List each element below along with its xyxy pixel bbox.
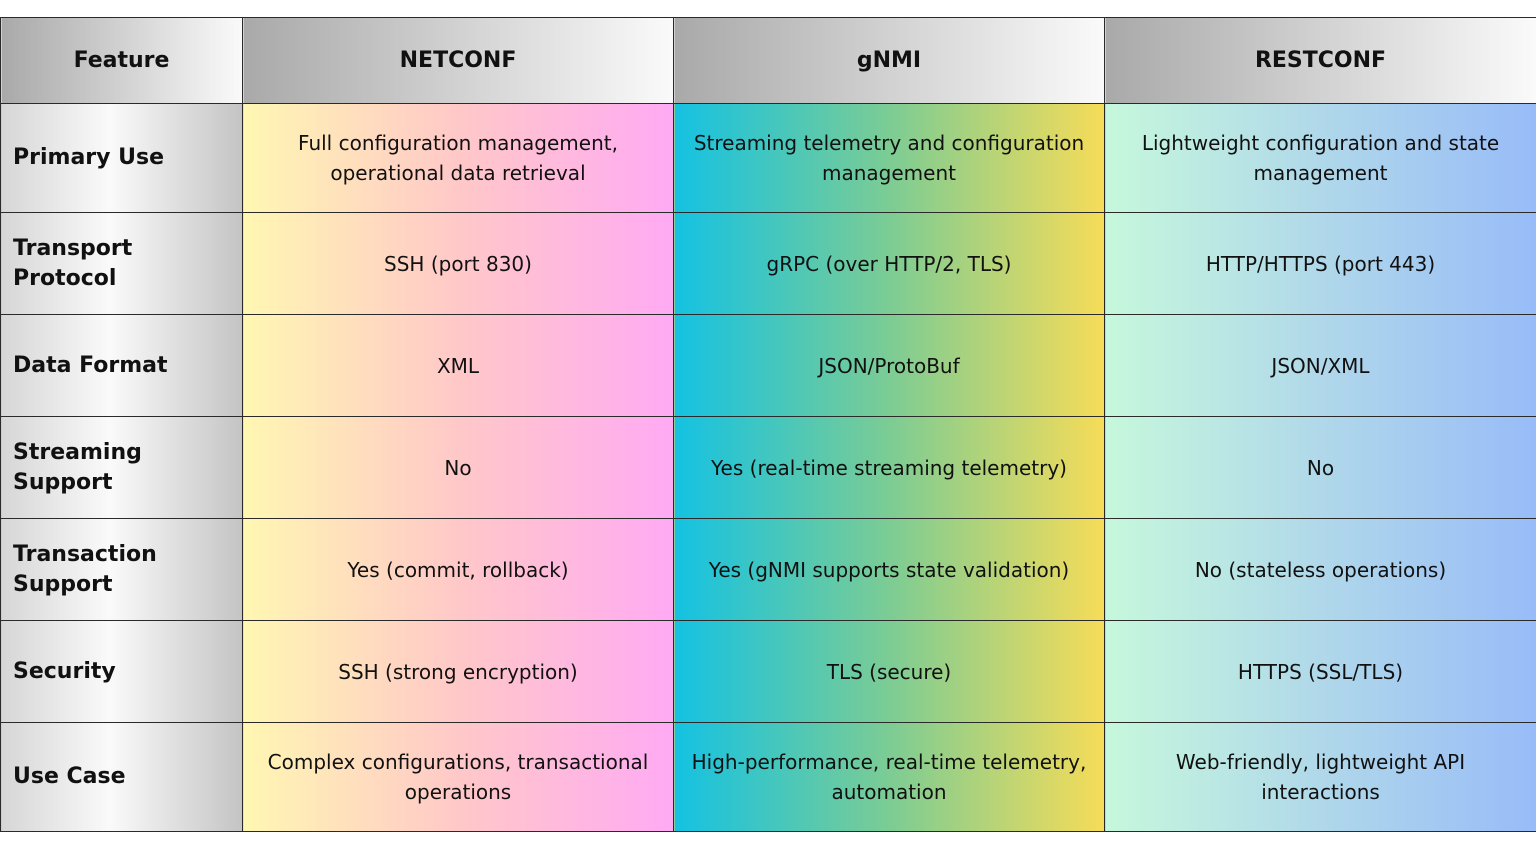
value-cell: Yes (commit, rollback) [242, 518, 674, 621]
value-cell: JSON/ProtoBuf [673, 314, 1105, 417]
value-cell: gRPC (over HTTP/2, TLS) [673, 212, 1105, 315]
value-cell: XML [242, 314, 674, 417]
value-cell: Yes (real-time streaming telemetry) [673, 416, 1105, 519]
header-cell: Feature [0, 17, 243, 104]
header-cell: NETCONF [242, 17, 674, 104]
value-cell: Full configuration management, operation… [242, 103, 674, 213]
value-cell: HTTP/HTTPS (port 443) [1104, 212, 1536, 315]
value-cell: Web-friendly, lightweight API interactio… [1104, 722, 1536, 832]
feature-cell: Data Format [0, 314, 243, 417]
header-cell: RESTCONF [1104, 17, 1536, 104]
header-row: Feature NETCONF gNMI RESTCONF [0, 17, 1536, 104]
header-cell: gNMI [673, 17, 1105, 104]
comparison-table: Feature NETCONF gNMI RESTCONF Primary Use Fu… [0, 17, 1536, 832]
feature-cell: Primary Use [0, 103, 243, 213]
value-cell: JSON/XML [1104, 314, 1536, 417]
value-cell: Lightweight configuration and state mana… [1104, 103, 1536, 213]
feature-cell: Use Case [0, 722, 243, 832]
table-body: Primary Use Full configuration management… [0, 103, 1536, 832]
value-cell: No [242, 416, 674, 519]
feature-cell: Streaming Support [0, 416, 243, 519]
table-row: Primary Use Full configuration management… [0, 103, 1536, 213]
value-cell: High-performance, real-time telemetry, a… [673, 722, 1105, 832]
feature-cell: Transport Protocol [0, 212, 243, 315]
value-cell: HTTPS (SSL/TLS) [1104, 620, 1536, 723]
table-row: Streaming Support No Yes (real-time stream… [0, 416, 1536, 519]
table-header: Feature NETCONF gNMI RESTCONF [0, 17, 1536, 104]
value-cell: Complex configurations, transactional op… [242, 722, 674, 832]
feature-cell: Security [0, 620, 243, 723]
value-cell: No (stateless operations) [1104, 518, 1536, 621]
value-cell: Yes (gNMI supports state validation) [673, 518, 1105, 621]
value-cell: TLS (secure) [673, 620, 1105, 723]
feature-cell: Transaction Support [0, 518, 243, 621]
table-row: Use Case Complex configurations, transact… [0, 722, 1536, 832]
value-cell: No [1104, 416, 1536, 519]
table-row: Security SSH (strong encryption) TLS (secu… [0, 620, 1536, 723]
value-cell: Streaming telemetry and configuration ma… [673, 103, 1105, 213]
table-row: Transaction Support Yes (commit, rollback… [0, 518, 1536, 621]
value-cell: SSH (strong encryption) [242, 620, 674, 723]
table-row: Transport Protocol SSH (port 830) gRPC (ov… [0, 212, 1536, 315]
table-row: Data Format XML JSON/ProtoBuf JSON/XML [0, 314, 1536, 417]
value-cell: SSH (port 830) [242, 212, 674, 315]
